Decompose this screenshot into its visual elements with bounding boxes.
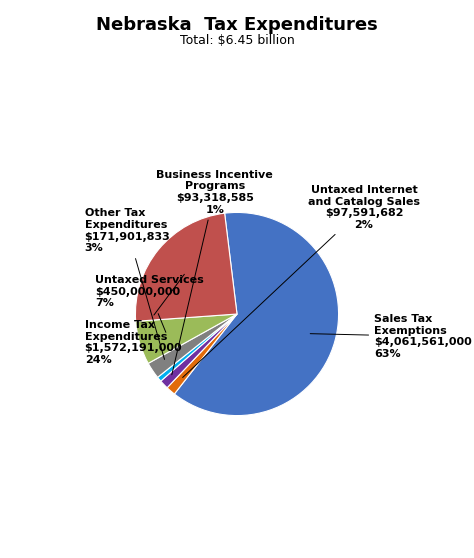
Text: Business Incentive
Programs
$93,318,585
1%: Business Incentive Programs $93,318,585 … [156,170,273,375]
Wedge shape [167,314,237,394]
Wedge shape [136,213,237,321]
Text: Other Tax
Expenditures
$171,901,833
3%: Other Tax Expenditures $171,901,833 3% [85,208,170,359]
Wedge shape [136,314,237,363]
Text: Untaxed Services
$450,000,000
7%: Untaxed Services $450,000,000 7% [95,275,203,333]
Wedge shape [148,314,237,377]
Text: Income Tax
Expenditures
$1,572,191,000
24%: Income Tax Expenditures $1,572,191,000 2… [85,275,184,365]
Text: Sales Tax
Exemptions
$4,061,561,000
63%: Sales Tax Exemptions $4,061,561,000 63% [310,314,472,359]
Text: Nebraska  Tax Expenditures: Nebraska Tax Expenditures [96,16,378,34]
Wedge shape [174,213,338,416]
Text: Total: $6.45 billion: Total: $6.45 billion [180,33,294,47]
Wedge shape [157,314,237,381]
Text: Untaxed Internet
and Catalog Sales
$97,591,682
2%: Untaxed Internet and Catalog Sales $97,5… [182,185,420,378]
Wedge shape [161,314,237,388]
